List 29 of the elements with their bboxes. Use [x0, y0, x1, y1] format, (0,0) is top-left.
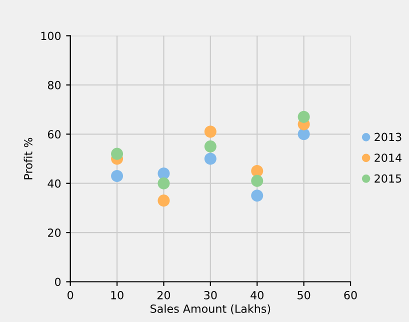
point: [204, 140, 216, 152]
y-axis-title: Profit %: [24, 138, 32, 180]
point: [251, 165, 264, 178]
legend-label: 2013: [374, 132, 402, 142]
y-tick-label: 20: [48, 228, 61, 237]
y-tick-label: 80: [48, 80, 61, 90]
x-tick-label: 10: [111, 290, 124, 300]
point: [158, 194, 170, 207]
point: [111, 148, 124, 160]
point: [251, 174, 264, 187]
point: [204, 152, 216, 165]
x-tick-label: 60: [344, 290, 357, 300]
x-tick-label: 20: [157, 290, 170, 300]
point: [298, 110, 310, 123]
x-axis-title: Sales Amount (Lakhs): [150, 304, 270, 314]
legend-label: 2014: [374, 154, 402, 162]
point: [158, 177, 170, 190]
point: [111, 170, 124, 182]
x-tick-label: 40: [250, 290, 264, 300]
point: [204, 126, 216, 138]
y-tick-label: 0: [54, 278, 61, 286]
y-tick-label: 60: [48, 130, 61, 139]
y-tick-label: 100: [41, 32, 61, 40]
x-tick-label: 30: [204, 290, 217, 300]
y-tick-label: 40: [48, 179, 61, 188]
x-tick-label: 50: [298, 290, 310, 300]
legend-label: 2015: [374, 174, 402, 183]
point: [251, 190, 264, 202]
x-tick-label: 0: [68, 290, 74, 300]
